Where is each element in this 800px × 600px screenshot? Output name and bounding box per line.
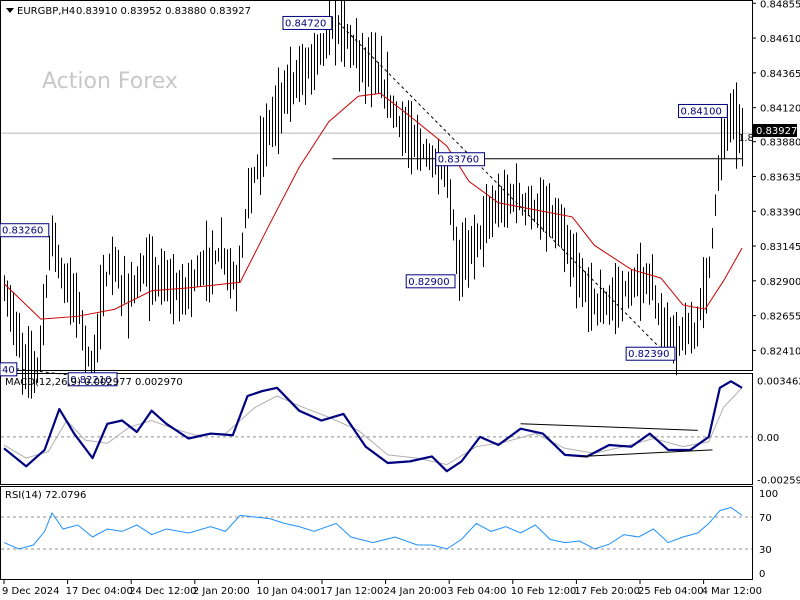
price-tick-label: 0.84855 [760,0,800,10]
rsi-pane-frame [0,486,753,580]
price-tick-label: 0.84120 [760,104,800,115]
macd-pane-frame [0,373,753,485]
price-y-axis: 0.84855 0.84610 0.84365 0.84120 0.83880 0.836… [752,0,800,357]
moving-average [3,92,743,320]
price-tick-label: 0.82655 [760,312,800,323]
macd-trendlines [520,423,713,457]
price-annotation-box [435,152,486,167]
current-price-partial: 1.8 [738,133,754,144]
price-tick-label: 0.83635 [760,172,800,183]
time-tick-label: 3 Feb 04:00 [447,586,506,597]
price-annotation-box [0,223,50,238]
time-tick-label: 10 Jan 04:00 [256,586,319,597]
price-annotation-box [678,103,728,118]
rsi-title: RSI(14) 72.0796 [5,490,86,501]
price-annotation-box [625,346,676,361]
macd-title: MACD(12,26,9) 0.002977 0.002970 [5,377,183,388]
price-trendlines [3,22,666,380]
price-annotation-label: 0.84720 [285,18,326,29]
price-annotation-label: 0.83760 [438,155,479,166]
price-tick-label: 0.84610 [760,34,800,45]
symbol-label: EURGBP,H4 [17,6,75,17]
price-tick-label: 0.83880 [760,138,800,149]
rsi-y-axis: 100 70 30 0 [759,489,778,580]
rsi-tick-label: 100 [759,489,778,500]
time-tick-label: 17 Feb 20:00 [574,586,640,597]
macd-signal-line [3,387,743,466]
macd-tick-label: 0.003462 [757,376,800,387]
macd-y-axis: 0.003462 0.00 -0.002593 [757,376,800,486]
price-annotation-label: 0.84100 [681,106,722,117]
current-price-box [753,124,797,137]
price-tick-label: 0.83390 [760,207,800,218]
price-tick-label: 0.84365 [760,69,800,80]
price-annotation-box [405,274,456,289]
time-tick-label: 17 Jan 12:00 [320,586,383,597]
time-tick-label: 17 Dec 04:00 [66,586,133,597]
time-tick-label: 9 Dec 2024 [2,586,60,597]
rsi-line [3,506,743,550]
time-tick-label: 4 Mar 12:00 [702,586,762,597]
macd-trendline [579,449,713,457]
price-tick-label: 0.82410 [760,346,800,357]
rsi-tick-label: 0 [759,569,765,580]
price-annotation-label: 40 [2,365,15,376]
price-annotation-label: 0.82210 [70,375,111,386]
price-tick-label: 0.82900 [760,277,800,288]
time-tick-label: 24 Jan 20:00 [384,586,447,597]
price-candles [4,0,743,399]
time-tick-label: 25 Feb 04:00 [638,586,704,597]
rsi-levels [1,516,752,550]
moving-average-line [3,92,743,320]
rsi-series-line [3,506,743,550]
price-annotation-label: 0.82390 [628,349,669,360]
rsi-tick-label: 70 [759,513,772,524]
rsi-tick-label: 30 [759,545,772,556]
price-horizontal-lines [1,132,752,160]
macd-tick-label: 0.00 [757,433,779,444]
current-price-label: 0.83927 [756,126,797,137]
macd-lines [3,380,743,473]
time-tick-label: 10 Feb 12:00 [511,586,577,597]
symbol-dropdown-icon[interactable] [6,8,14,13]
macd-main-line [3,380,743,473]
price-annotation-label: 0.82900 [408,277,449,288]
ohlc-values: 0.83910 0.83952 0.83880 0.83927 [76,6,251,17]
watermark-text: Action Forex [42,69,178,94]
price-annotation-box [67,372,118,387]
time-tick-label: 24 Dec 12:00 [129,586,196,597]
price-tick-label: 0.83145 [760,242,800,253]
price-annotation-box [282,15,333,30]
price-annotations: 0.84720 0.83260 0.82210 0.82900 0.83760 0.823… [0,15,728,387]
macd-tick-label: -0.002593 [757,475,800,486]
price-annotation-label: 0.83260 [2,226,43,237]
price-pane-frame [0,0,753,371]
price-trendline [3,366,104,380]
price-annotation-box [0,362,18,377]
macd-trendline [520,423,698,431]
time-tick-label: 2 Jan 20:00 [193,586,250,597]
